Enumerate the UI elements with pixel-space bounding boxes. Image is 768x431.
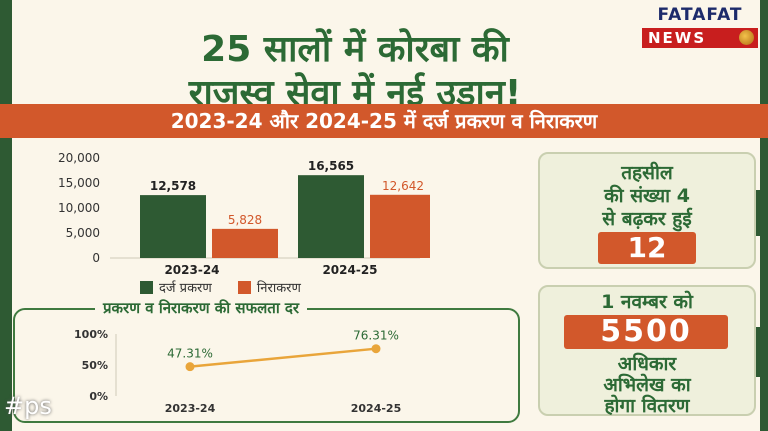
- success-rate-point: [371, 344, 381, 354]
- success-rate-line: [189, 347, 377, 368]
- bar-y-tick-label: 0: [92, 251, 100, 265]
- card1-line-3: से बढ़कर हुई: [602, 208, 692, 230]
- bar-y-tick-label: 5,000: [66, 226, 100, 240]
- left-edge-strip: [0, 0, 12, 431]
- line-x-tick-label: 2023-24: [165, 402, 216, 415]
- bar-y-tick-label: 20,000: [58, 151, 100, 165]
- bar: [370, 194, 430, 258]
- success-rate-value-label: 76.31%: [353, 329, 399, 343]
- legend-label-registered: दर्ज प्रकरण: [159, 281, 212, 296]
- records-distribution-card: 1 नवम्बर को 5500 अधिकार अभिलेख का होगा व…: [538, 285, 762, 417]
- logo-bottom-text: NEWS: [648, 29, 707, 47]
- records-count-number: 5500: [564, 315, 728, 349]
- legend-swatch-registered: [140, 280, 153, 294]
- bar-value-label: 12,642: [382, 179, 424, 193]
- headline-line-1: 25 सालों में कोरबा की: [201, 29, 509, 70]
- bar-x-tick-label: 2024-25: [322, 263, 377, 277]
- bar-value-label: 5,828: [228, 213, 262, 227]
- bar-y-tick-label: 10,000: [58, 201, 100, 215]
- card1-line-2: की संख्या 4: [604, 185, 690, 207]
- card2-side-strip: [756, 327, 762, 377]
- card2-line-4: होगा वितरण: [604, 395, 690, 417]
- card1-line-1: तहसील: [621, 162, 673, 184]
- card2-line-3: अभिलेख का: [603, 374, 691, 396]
- line-y-tick-label: 0%: [89, 390, 108, 403]
- watermark-text: #ps: [4, 392, 52, 420]
- line-y-tick-label: 50%: [82, 359, 108, 372]
- bar-value-label: 16,565: [308, 159, 354, 173]
- card2-line-1: 1 नवम्बर को: [601, 291, 693, 313]
- bar-x-tick-label: 2023-24: [164, 263, 219, 277]
- card1-side-strip: [756, 190, 762, 236]
- tehsil-count-card: तहसील की संख्या 4 से बढ़कर हुई 12: [538, 152, 762, 269]
- logo-top-text: FATAFAT: [657, 5, 743, 25]
- bar-chart: 20,000 15,000 10,000 5,000 0 12,578 5,828 2023-…: [58, 151, 430, 277]
- right-edge-strip: [760, 0, 768, 431]
- logo-bottom-bar: NEWS: [642, 28, 758, 48]
- legend-label-resolved: निराकरण: [256, 281, 301, 296]
- card2-line-2: अधिकार: [617, 353, 677, 375]
- bar-chart-legend: दर्ज प्रकरण निराकरण: [140, 278, 323, 296]
- section-banner: 2023-24 और 2024-25 में दर्ज प्रकरण व निर…: [0, 104, 768, 138]
- bar: [298, 175, 364, 258]
- success-rate-line-chart: 100% 50% 0% 47.31% 2023-24 76.31% 2024-25: [74, 328, 402, 415]
- bar-value-label: 12,578: [150, 179, 196, 193]
- tehsil-count-number: 12: [598, 232, 696, 264]
- globe-icon: [739, 30, 754, 45]
- success-rate-title: प्रकरण व निराकरण की सफलता दर: [95, 298, 308, 318]
- bar-y-tick-label: 15,000: [58, 176, 100, 190]
- success-rate-value-label: 47.31%: [167, 347, 213, 361]
- fatafat-news-logo: FATAFAT NEWS: [638, 4, 762, 50]
- bar: [140, 195, 206, 258]
- headline: 25 सालों में कोरबा की राजस्व सेवा में नई…: [40, 28, 670, 116]
- legend-item-resolved: निराकरण: [237, 278, 301, 296]
- bar: [212, 228, 278, 258]
- success-rate-point: [185, 362, 195, 372]
- line-x-tick-label: 2024-25: [351, 402, 402, 415]
- legend-swatch-resolved: [237, 280, 251, 294]
- legend-item-registered: दर्ज प्रकरण: [140, 278, 212, 296]
- line-y-tick-label: 100%: [74, 328, 108, 341]
